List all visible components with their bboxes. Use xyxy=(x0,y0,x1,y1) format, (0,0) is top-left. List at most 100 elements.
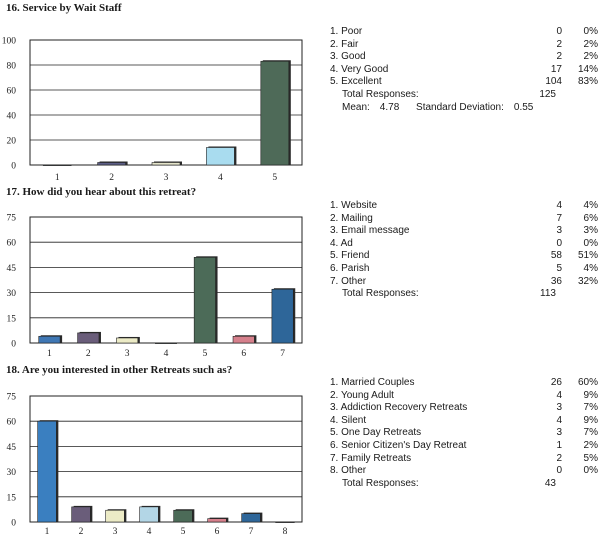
response-count: 36 xyxy=(550,275,562,287)
total-value: 125 xyxy=(539,88,556,100)
bar xyxy=(37,420,57,523)
response-row: 6. Parish 5 4% xyxy=(330,263,598,276)
response-row: 1. Married Couples 26 60% xyxy=(330,377,598,390)
y-tick-label: 80 xyxy=(7,62,17,72)
bar xyxy=(206,147,235,166)
bar xyxy=(42,164,72,166)
y-tick-label: 15 xyxy=(7,493,17,503)
response-row: 3. Addiction Recovery Retreats 3 7% xyxy=(330,402,598,415)
response-count: 2 xyxy=(556,452,562,464)
stats-16: Mean: 4.78 Standard Deviation: 0.55 xyxy=(330,102,598,115)
bar xyxy=(193,257,216,344)
y-tick-label: 0 xyxy=(11,340,16,350)
response-count: 17 xyxy=(550,63,562,75)
response-percent: 4% xyxy=(583,262,598,274)
response-count: 4 xyxy=(556,414,562,426)
bar xyxy=(155,342,177,344)
response-row: 5. One Day Retreats 3 7% xyxy=(330,427,598,440)
response-count: 3 xyxy=(556,427,562,439)
response-row: 8. Other 0 0% xyxy=(330,465,598,478)
bar xyxy=(77,332,100,344)
response-percent: 32% xyxy=(577,275,598,287)
x-tick-label: 6 xyxy=(215,527,220,537)
x-tick-label: 8 xyxy=(283,527,288,537)
response-percent: 2% xyxy=(583,51,598,63)
response-count: 5 xyxy=(556,262,562,274)
response-percent: 60% xyxy=(577,377,598,388)
bar xyxy=(275,521,295,523)
y-tick-label: 100 xyxy=(2,37,17,47)
y-tick-label: 45 xyxy=(7,443,17,453)
response-row: 3. Email message 3 3% xyxy=(330,225,598,238)
y-tick-label: 15 xyxy=(7,314,17,324)
legend-rows-17: 1. Website 4 4% 2. Mailing 7 6% 3. Email messa… xyxy=(330,200,598,288)
y-tick-label: 60 xyxy=(7,239,17,249)
total-responses-16: Total Responses: 125 xyxy=(330,89,598,102)
response-count: 2 xyxy=(556,38,562,50)
response-row: 1. Poor 0 0% xyxy=(330,26,598,39)
response-label: 3. Email message xyxy=(330,225,410,237)
response-label: 1. Poor xyxy=(330,26,363,37)
response-label: 5. One Day Retreats xyxy=(330,427,422,439)
legend-rows-16: 1. Poor 0 0% 2. Fair 2 2% 3. Good 2 2% 4. Very Go… xyxy=(330,26,598,89)
x-tick-label: 3 xyxy=(164,173,169,183)
response-row: 4. Very Good 17 14% xyxy=(330,64,598,77)
response-count: 4 xyxy=(556,200,562,211)
response-percent: 0% xyxy=(583,26,598,37)
bar xyxy=(173,509,193,523)
response-label: 3. Good xyxy=(330,51,366,63)
response-percent: 7% xyxy=(583,427,598,439)
response-label: 2. Young Adult xyxy=(330,389,394,401)
x-tick-label: 7 xyxy=(249,527,254,537)
x-tick-label: 1 xyxy=(45,527,50,537)
total-label: Total Responses: xyxy=(342,288,419,300)
response-percent: 9% xyxy=(583,414,598,426)
mean-label: Mean: xyxy=(342,101,370,113)
chart-title-17: 17. How did you hear about this retreat? xyxy=(6,186,197,198)
response-percent: 2% xyxy=(583,38,598,50)
x-tick-label: 3 xyxy=(125,349,130,359)
sd-label: Standard Deviation: xyxy=(416,101,504,113)
legend-17: 1. Website 4 4% 2. Mailing 7 6% 3. Email messa… xyxy=(330,200,598,301)
chart-title-16: 16. Service by Wait Staff xyxy=(6,2,122,14)
x-tick-label: 1 xyxy=(47,349,52,359)
x-tick-label: 7 xyxy=(280,349,285,359)
x-tick-label: 5 xyxy=(272,173,277,183)
response-percent: 0% xyxy=(583,465,598,477)
response-row: 7. Family Retreats 2 5% xyxy=(330,453,598,466)
response-row: 2. Mailing 7 6% xyxy=(330,213,598,226)
response-percent: 5% xyxy=(583,452,598,464)
response-count: 0 xyxy=(556,465,562,477)
y-tick-label: 45 xyxy=(7,264,17,274)
response-label: 4. Ad xyxy=(330,237,353,249)
response-row: 4. Ad 0 0% xyxy=(330,238,598,251)
y-tick-label: 30 xyxy=(7,289,17,299)
response-label: 1. Married Couples xyxy=(330,377,415,388)
response-label: 5. Friend xyxy=(330,250,370,262)
bar xyxy=(207,518,227,523)
response-label: 4. Silent xyxy=(330,414,367,426)
total-responses-17: Total Responses: 113 xyxy=(330,288,598,301)
bar xyxy=(97,162,126,166)
response-row: 5. Excellent 104 83% xyxy=(330,76,598,89)
response-label: 5. Excellent xyxy=(330,76,382,88)
response-label: 8. Other xyxy=(330,465,367,477)
response-label: 6. Parish xyxy=(330,262,370,274)
response-count: 0 xyxy=(556,237,562,249)
response-row: 4. Silent 4 9% xyxy=(330,415,598,428)
response-percent: 2% xyxy=(583,439,598,451)
response-percent: 3% xyxy=(583,225,598,237)
response-row: 1. Website 4 4% xyxy=(330,200,598,213)
x-tick-label: 4 xyxy=(147,527,152,537)
response-label: 2. Mailing xyxy=(330,212,373,224)
response-label: 2. Fair xyxy=(330,38,359,50)
bar xyxy=(260,60,290,166)
total-value: 43 xyxy=(544,477,556,489)
legend-18: 1. Married Couples 26 60% 2. Young Adult 4 9%… xyxy=(330,377,598,490)
response-count: 7 xyxy=(556,212,562,224)
response-count: 26 xyxy=(550,377,562,388)
response-label: 6. Senior Citizen's Day Retreat xyxy=(330,439,467,451)
bar xyxy=(105,509,125,523)
